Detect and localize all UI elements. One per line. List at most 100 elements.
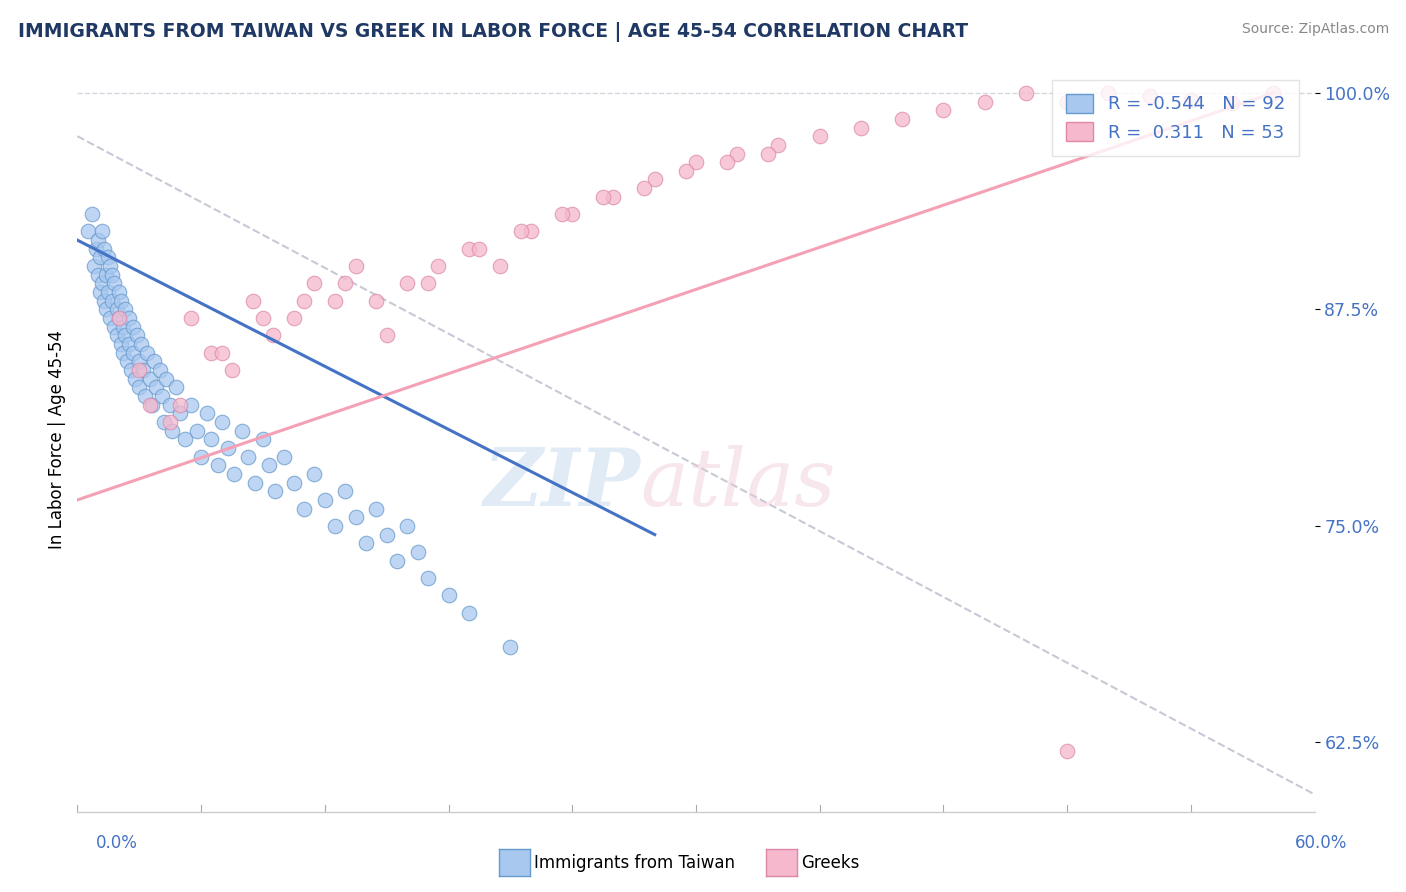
Point [124, 372, 146, 386]
Point [120, 363, 142, 377]
Point [169, 398, 191, 412]
Point [211, 415, 233, 429]
Point [128, 363, 150, 377]
Point [1220, 96, 1243, 111]
Point [93, 293, 115, 308]
Point [323, 519, 346, 533]
Point [375, 328, 398, 343]
Point [335, 484, 357, 499]
Point [385, 553, 408, 567]
Point [1180, 93, 1202, 107]
Point [602, 190, 624, 204]
Point [149, 363, 172, 377]
Point [96, 268, 118, 282]
Point [292, 501, 315, 516]
Point [110, 337, 132, 351]
Point [262, 328, 284, 343]
Point [489, 259, 512, 273]
Point [186, 424, 208, 438]
Point [1056, 95, 1078, 109]
Point [932, 103, 955, 118]
Point [257, 458, 280, 473]
Point [849, 120, 872, 135]
Point [509, 224, 531, 238]
Point [344, 510, 367, 524]
Point [180, 398, 202, 412]
Point [725, 146, 748, 161]
Point [114, 328, 136, 343]
Text: Greeks: Greeks [801, 854, 860, 871]
Point [231, 424, 253, 438]
Point [468, 242, 491, 256]
Point [84, 242, 107, 256]
Point [195, 406, 218, 420]
Point [304, 467, 326, 481]
Point [200, 345, 222, 359]
Point [160, 424, 183, 438]
Point [283, 311, 305, 326]
Point [142, 354, 165, 368]
Point [107, 311, 129, 326]
Point [973, 95, 995, 109]
Point [91, 277, 114, 291]
Point [122, 345, 145, 359]
Point [150, 389, 173, 403]
Point [207, 458, 229, 473]
Point [644, 172, 666, 186]
Point [396, 277, 419, 291]
Point [107, 285, 129, 299]
Point [101, 293, 124, 308]
Point [520, 224, 543, 238]
Point [127, 328, 149, 343]
Point [89, 251, 111, 265]
Point [1263, 86, 1285, 100]
Text: IMMIGRANTS FROM TAIWAN VS GREEK IN LABOR FORCE | AGE 45-54 CORRELATION CHART: IMMIGRANTS FROM TAIWAN VS GREEK IN LABOR… [18, 22, 969, 42]
Point [111, 319, 134, 334]
Point [427, 259, 450, 273]
Point [107, 311, 129, 326]
Point [458, 606, 481, 620]
Point [561, 207, 583, 221]
Point [153, 415, 176, 429]
Point [323, 293, 346, 308]
Point [344, 259, 367, 273]
Point [115, 354, 138, 368]
Point [768, 137, 790, 152]
Point [96, 302, 118, 317]
Point [314, 492, 336, 507]
Point [366, 293, 388, 308]
Point [169, 406, 191, 420]
Point [756, 146, 779, 161]
Point [1097, 86, 1119, 100]
Point [93, 242, 115, 256]
Point [675, 164, 697, 178]
Point [252, 432, 274, 446]
Point [89, 285, 111, 299]
Point [111, 345, 134, 359]
Text: 60.0%: 60.0% [1295, 834, 1347, 852]
Point [136, 345, 159, 359]
Point [138, 398, 160, 412]
Text: atlas: atlas [640, 445, 835, 523]
Point [292, 293, 315, 308]
Point [134, 389, 156, 403]
Text: Immigrants from Taiwan: Immigrants from Taiwan [534, 854, 735, 871]
Point [114, 302, 136, 317]
Point [145, 380, 167, 394]
Point [83, 259, 105, 273]
Point [375, 527, 398, 541]
Point [808, 129, 831, 144]
Point [159, 415, 181, 429]
Point [138, 372, 160, 386]
Point [406, 545, 429, 559]
Point [335, 277, 357, 291]
Point [129, 337, 152, 351]
Point [132, 363, 155, 377]
Point [141, 398, 163, 412]
Point [159, 398, 181, 412]
Point [222, 467, 245, 481]
Point [499, 640, 522, 655]
Point [87, 233, 110, 247]
Point [1139, 89, 1161, 103]
Point [97, 285, 120, 299]
